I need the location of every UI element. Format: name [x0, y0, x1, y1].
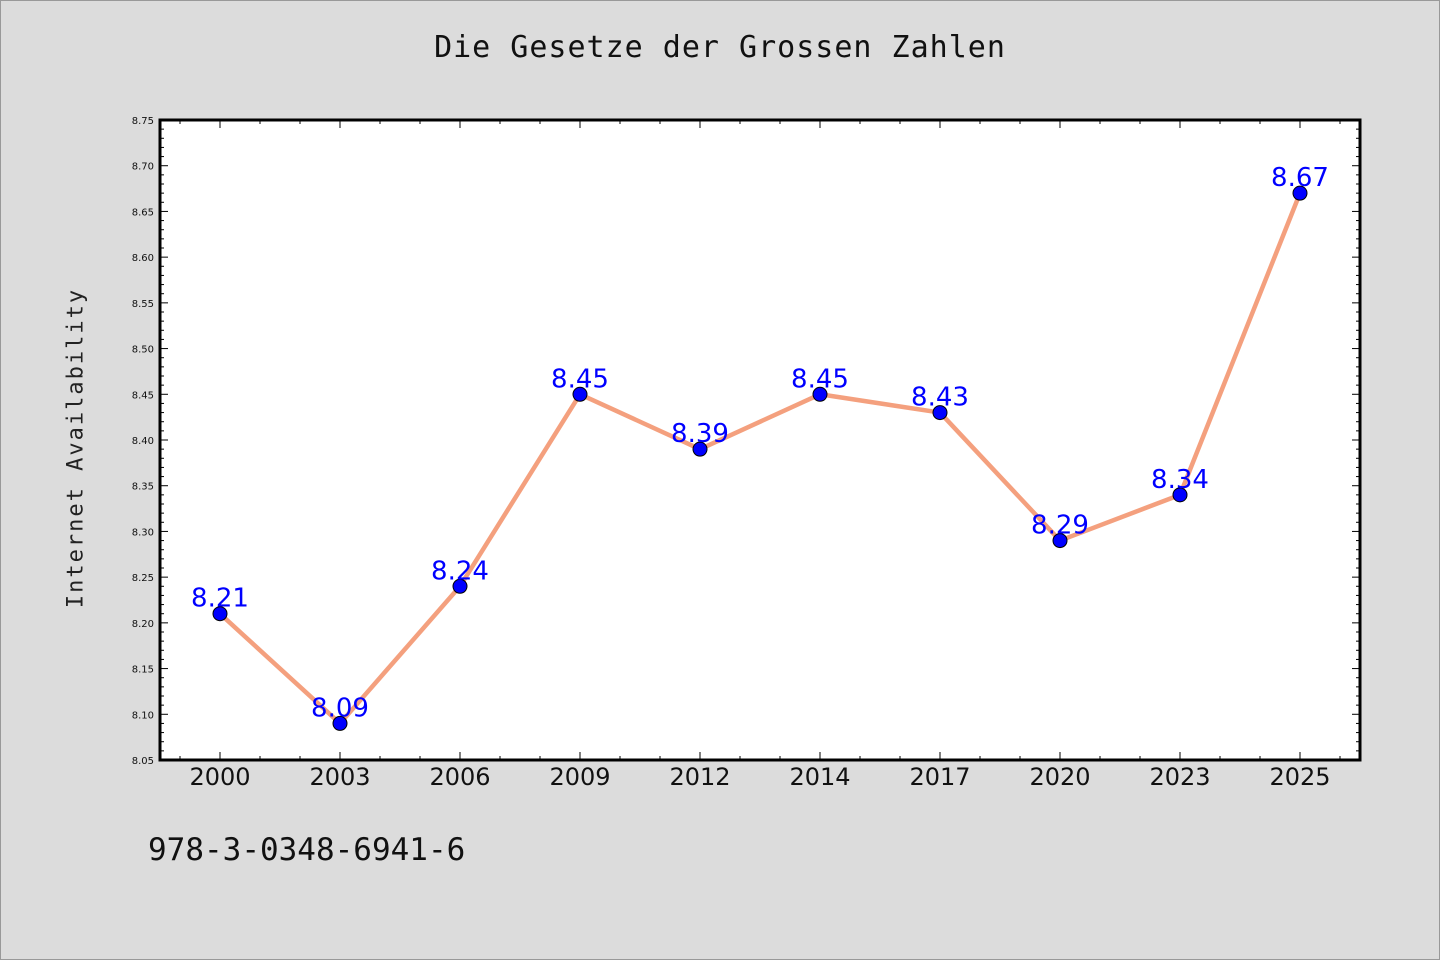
data-point — [1172, 487, 1188, 503]
x-tick-label: 2006 — [429, 763, 490, 791]
chart-title: Die Gesetze der Grossen Zahlen — [434, 30, 1006, 65]
x-tick-label: 2012 — [669, 763, 730, 791]
data-label: 8.24 — [431, 556, 489, 586]
x-tick-label: 2020 — [1029, 763, 1090, 791]
series-line — [217, 190, 1303, 726]
data-label: 8.29 — [1031, 511, 1089, 541]
y-tick-label: 8.50 — [132, 345, 154, 356]
y-tick-label: 8.75 — [132, 116, 154, 127]
data-label: 8.34 — [1151, 465, 1209, 495]
y-tick-label: 8.10 — [132, 710, 154, 721]
x-tick-label: 2017 — [909, 763, 970, 791]
data-label: 8.45 — [551, 364, 609, 394]
x-tick-label: 2003 — [309, 763, 370, 791]
data-label: 8.09 — [311, 693, 369, 723]
y-tick-label: 8.45 — [132, 390, 154, 401]
y-tick-label: 8.05 — [132, 756, 154, 767]
y-tick-label: 8.30 — [132, 527, 154, 538]
data-point — [572, 386, 588, 402]
data-label: 8.45 — [791, 364, 849, 394]
y-tick-label: 8.25 — [132, 573, 154, 584]
data-point — [1052, 533, 1068, 549]
isbn-code: 978-3-0348-6941-6 — [148, 832, 466, 868]
data-point — [452, 578, 468, 594]
data-point — [932, 405, 948, 421]
data-point — [212, 606, 228, 622]
y-tick-label: 8.20 — [132, 619, 154, 630]
x-tick-label: 2014 — [789, 763, 850, 791]
data-label: 8.67 — [1271, 163, 1329, 193]
y-tick-label: 8.60 — [132, 253, 154, 264]
data-label: 8.21 — [191, 584, 249, 614]
data-point — [332, 715, 348, 731]
y-tick-label: 8.55 — [132, 299, 154, 310]
data-point — [692, 441, 708, 457]
x-tick-label: 2023 — [1149, 763, 1210, 791]
data-point — [812, 386, 828, 402]
y-tick-label: 8.65 — [132, 207, 154, 218]
x-tick-label: 2025 — [1269, 763, 1330, 791]
y-tick-label: 8.40 — [132, 436, 154, 447]
y-tick-label: 8.70 — [132, 162, 154, 173]
y-tick-label: 8.15 — [132, 665, 154, 676]
y-tick-label: 8.35 — [132, 482, 154, 493]
x-tick-label: 2000 — [189, 763, 250, 791]
data-point — [1292, 185, 1308, 201]
plot-border — [158, 118, 1362, 762]
plot-area — [160, 120, 1360, 760]
data-label: 8.43 — [911, 383, 969, 413]
data-label: 8.39 — [671, 419, 729, 449]
x-tick-label: 2009 — [549, 763, 610, 791]
